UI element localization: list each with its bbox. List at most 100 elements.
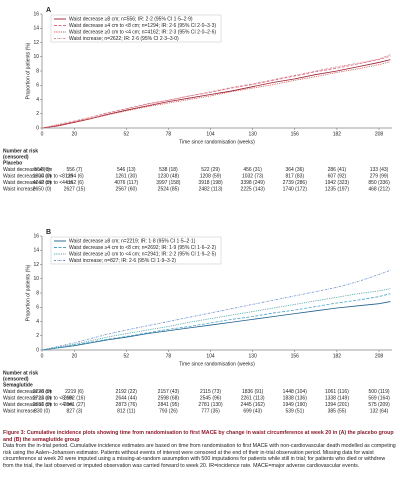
- legend-label: Waist increase; n=827; IR: 2·6 (95% CI 1…: [69, 258, 176, 264]
- risk-value: 2482 (113): [199, 186, 223, 192]
- risk-value: 279 (99): [370, 173, 389, 179]
- risk-value: 2781 (130): [198, 402, 223, 408]
- y-tick-label: 10: [33, 54, 39, 60]
- risk-value: 2981 (0): [33, 402, 52, 408]
- y-tick-label: 4: [36, 97, 39, 103]
- x-tick-label: 208: [375, 131, 384, 137]
- risk-value: 850 (336): [368, 180, 390, 186]
- y-tick-label: 14: [33, 26, 39, 32]
- risk-value: 564 (0): [34, 167, 50, 173]
- risk-value: 2873 (76): [116, 402, 138, 408]
- risk-value: 385 (55): [328, 408, 347, 414]
- risk-title: (censored): [3, 376, 29, 382]
- y-tick-label: 0: [36, 125, 39, 131]
- y-tick-label: 2: [36, 333, 39, 339]
- x-tick-label: 20: [72, 353, 78, 359]
- risk-title: Number at risk: [3, 370, 38, 376]
- risk-value: 1740 (172): [283, 186, 308, 192]
- risk-value: 468 (212): [368, 186, 390, 192]
- risk-group: Placebo: [3, 160, 22, 166]
- panel-label: B: [46, 229, 51, 236]
- risk-value: 286 (41): [328, 167, 347, 173]
- risk-value: 2219 (6): [65, 389, 84, 395]
- risk-value: 4076 (117): [114, 180, 138, 186]
- y-tick-label: 6: [36, 83, 39, 89]
- risk-value: 132 (64): [370, 408, 389, 414]
- risk-value: 827 (3): [66, 408, 82, 414]
- x-tick-label: 130: [248, 353, 257, 359]
- risk-row-label: Waist decrease ≥4 cm to <8 cm: [3, 395, 73, 401]
- risk-group: Semaglutide: [3, 382, 33, 388]
- x-tick-label: 130: [248, 131, 257, 137]
- y-axis-label: Proportion of patients (%): [25, 42, 31, 99]
- legend-label: Waist increase; n=2622; IR: 2·6 (95% CI …: [69, 36, 179, 42]
- risk-value: 1338 (149): [325, 395, 350, 401]
- x-axis-label: Time since randomisation (weeks): [179, 361, 255, 367]
- legend-label: Waist decrease ≥0 cm to <4 cm; n=4162; I…: [69, 29, 216, 35]
- risk-value: 2739 (286): [283, 180, 308, 186]
- risk-value: 2722 (0): [33, 395, 52, 401]
- risk-value: 569 (164): [368, 395, 390, 401]
- risk-value: 2225 (143): [241, 186, 266, 192]
- legend-label: Waist decrease ≥4 cm to <8 cm; n=1294; I…: [69, 23, 216, 29]
- y-tick-label: 2: [36, 111, 39, 117]
- risk-value: 556 (7): [66, 167, 82, 173]
- risk-value: 1394 (201): [325, 402, 350, 408]
- risk-value: 1294 (6): [65, 173, 84, 179]
- risk-value: 364 (36): [285, 167, 304, 173]
- risk-value: 1235 (197): [325, 186, 350, 192]
- series-line: [41, 61, 391, 129]
- risk-value: 2567 (60): [116, 186, 138, 192]
- risk-row-label: Waist decrease ≥4 cm to <8 cm: [3, 173, 73, 179]
- series-line: [41, 55, 391, 129]
- legend-label: Waist decrease ≥8 cm; n=556; IR: 2·2 (95…: [69, 16, 193, 22]
- x-tick-label: 104: [206, 353, 215, 359]
- risk-value: 1448 (104): [283, 389, 308, 395]
- risk-value: 4242 (0): [33, 180, 52, 186]
- risk-title: Number at risk: [3, 148, 38, 154]
- panel-label: A: [46, 7, 51, 14]
- risk-value: 2524 (85): [158, 186, 180, 192]
- y-tick-label: 12: [33, 262, 39, 268]
- risk-value: 3398 (249): [241, 180, 266, 186]
- y-tick-label: 10: [33, 276, 39, 282]
- risk-value: 699 (43): [243, 408, 262, 414]
- caption-body: Data from the in-trial period. Cumulativ…: [3, 443, 396, 469]
- risk-value: 1942 (323): [325, 180, 350, 186]
- risk-value: 539 (51): [285, 408, 304, 414]
- risk-row-label: Waist increase: [3, 408, 36, 414]
- risk-value: 2261 (113): [241, 395, 265, 401]
- risk-value: 3997 (158): [156, 180, 181, 186]
- risk-value: 793 (26): [159, 408, 178, 414]
- risk-row-label: Waist decrease ≥8 cm: [3, 167, 52, 173]
- risk-value: 2941 (27): [64, 402, 86, 408]
- risk-value: 1208 (59): [200, 173, 222, 179]
- x-tick-label: 20: [72, 131, 78, 137]
- risk-row-label: Waist decrease ≥0 cm to <4 cm: [3, 402, 73, 408]
- series-line: [41, 293, 391, 351]
- x-axis-label: Time since randomisation (weeks): [179, 139, 255, 145]
- x-tick-label: 156: [291, 131, 300, 137]
- risk-value: 133 (43): [370, 167, 389, 173]
- risk-value: 2692 (16): [64, 395, 86, 401]
- risk-value: 4162 (6): [65, 180, 84, 186]
- x-tick-label: 78: [166, 131, 172, 137]
- risk-title: (censored): [3, 154, 29, 160]
- risk-value: 2226 (0): [33, 389, 52, 395]
- y-tick-label: 14: [33, 248, 39, 254]
- risk-value: 1949 (190): [283, 402, 308, 408]
- risk-value: 1061 (116): [325, 389, 349, 395]
- risk-value: 546 (13): [117, 167, 136, 173]
- y-tick-label: 0: [36, 347, 39, 353]
- risk-value: 2192 (22): [116, 389, 138, 395]
- risk-value: 1836 (91): [242, 389, 264, 395]
- x-tick-label: 0: [41, 353, 44, 359]
- risk-value: 812 (11): [117, 408, 136, 414]
- risk-value: 2644 (44): [116, 395, 138, 401]
- x-tick-label: 104: [206, 131, 215, 137]
- x-tick-label: 52: [123, 131, 129, 137]
- risk-value: 1032 (73): [242, 173, 264, 179]
- x-tick-label: 78: [166, 353, 172, 359]
